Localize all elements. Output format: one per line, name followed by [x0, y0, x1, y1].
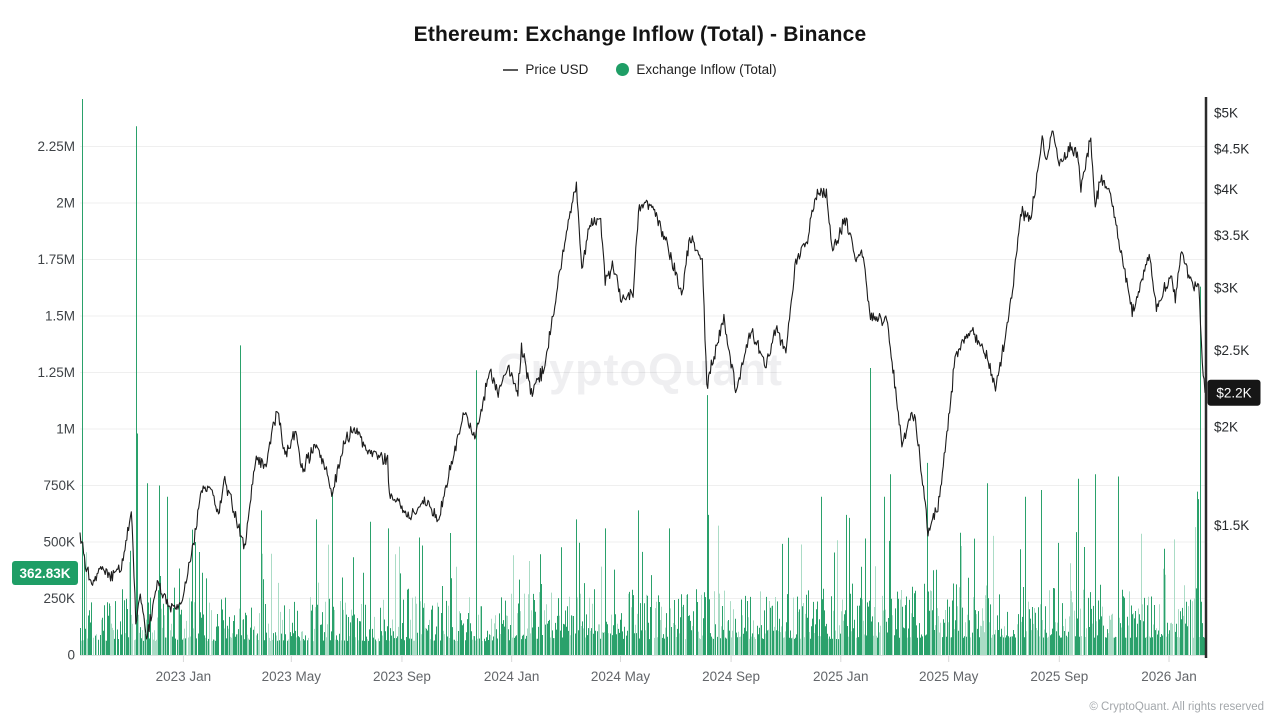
price-line-marker-icon — [503, 68, 519, 71]
x-tick-label: 2025 Jan — [813, 669, 869, 684]
x-tick-label: 2024 Sep — [702, 669, 760, 684]
chart-title: Ethereum: Exchange Inflow (Total) - Bina… — [413, 23, 867, 46]
x-tick-label: 2024 May — [591, 669, 651, 684]
x-tick-label: 2023 Sep — [373, 669, 431, 684]
legend-item-price-usd[interactable]: Price USD — [503, 62, 588, 77]
left-tick-label: 1.5M — [45, 308, 75, 323]
inflow-dot-icon — [616, 63, 630, 76]
right-tick-label: $3.5K — [1214, 228, 1249, 243]
x-tick-label: 2023 May — [262, 669, 322, 684]
right-tick-label: $4K — [1214, 182, 1238, 197]
x-tick-label: 2025 Sep — [1030, 669, 1088, 684]
left-tick-label: 1.25M — [37, 365, 75, 380]
left-tick-label: 1M — [56, 421, 75, 436]
right-tick-label: $5K — [1214, 106, 1238, 121]
left-tick-label: 750K — [43, 478, 75, 493]
inflow-bars-light — [81, 525, 1200, 655]
left-tick-label: 250K — [43, 591, 75, 606]
x-tick-label: 2026 Jan — [1141, 669, 1197, 684]
x-tick-label: 2023 Jan — [156, 669, 212, 684]
x-tick-label: 2024 Jan — [484, 669, 540, 684]
legend-item-exchange-inflow[interactable]: Exchange Inflow (Total) — [616, 62, 777, 77]
left-axis-current-value: 362.83K — [19, 566, 70, 581]
inflow-bars-dark — [80, 99, 1206, 655]
right-axis-current-badge — [1207, 379, 1261, 406]
legend-label-price: Price USD — [525, 62, 589, 77]
right-axis-current-value: $2.2K — [1216, 386, 1251, 401]
right-tick-label: $4.5K — [1214, 142, 1249, 157]
legend-label-inflow: Exchange Inflow (Total) — [636, 62, 777, 77]
copyright-text: © CryptoQuant. All rights reserved — [1089, 701, 1264, 713]
left-tick-label: 2M — [56, 195, 75, 210]
left-tick-label: 2.25M — [37, 139, 75, 154]
right-tick-label: $2.5K — [1214, 343, 1249, 358]
left-tick-label: 500K — [43, 534, 75, 549]
legend: Price USD Exchange Inflow (Total) — [0, 62, 1280, 77]
right-tick-label: $2K — [1214, 419, 1238, 434]
left-tick-label: 1.75M — [37, 252, 75, 267]
left-tick-label: 0 — [67, 648, 75, 663]
right-tick-label: $3K — [1214, 281, 1238, 296]
price-line — [79, 130, 1206, 640]
right-tick-label: $1.5K — [1214, 518, 1249, 533]
left-axis-current-badge — [12, 560, 78, 585]
x-tick-label: 2025 May — [919, 669, 979, 684]
